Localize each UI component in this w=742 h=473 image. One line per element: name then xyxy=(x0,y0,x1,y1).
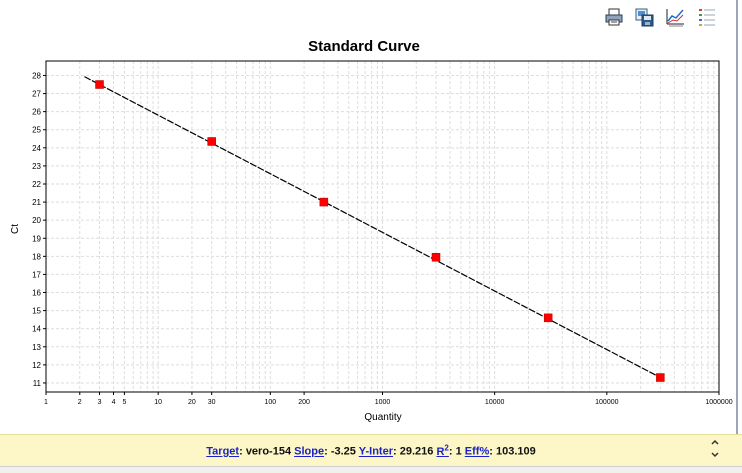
x-tick-label: 1 xyxy=(44,399,48,406)
slope-link[interactable]: Slope xyxy=(294,445,325,458)
y-tick-label: 12 xyxy=(32,361,41,370)
target-value: vero-154 xyxy=(245,445,292,458)
data-point xyxy=(656,373,665,382)
data-point xyxy=(319,197,329,207)
bottom-strip xyxy=(0,466,742,473)
y-tick-label: 17 xyxy=(32,270,41,279)
x-tick-label: 30 xyxy=(208,399,216,406)
y-tick-label: 19 xyxy=(32,234,41,243)
y-tick-label: 24 xyxy=(32,144,41,153)
chart-title: Standard Curve xyxy=(308,38,420,55)
save-image-icon xyxy=(635,8,654,27)
x-tick-label: 200 xyxy=(298,399,310,406)
fit-line xyxy=(84,76,661,379)
x-axis-label: Quantity xyxy=(364,412,401,423)
r-squared-label: R xyxy=(436,445,445,458)
efficiency-value: 103.109 xyxy=(495,445,536,458)
x-tick-label: 10 xyxy=(154,399,162,406)
data-point xyxy=(543,313,553,323)
data-point xyxy=(431,252,441,262)
y-tick-label: 11 xyxy=(33,379,42,388)
x-tick-label: 4 xyxy=(112,399,116,406)
y-tick-label: 28 xyxy=(32,71,41,80)
printer-icon xyxy=(605,8,623,26)
x-tick-label: 1000 xyxy=(375,399,391,406)
y-tick-label: 27 xyxy=(32,90,41,99)
x-tick-label: 10000 xyxy=(485,399,505,406)
scroll-up-button[interactable] xyxy=(705,437,725,449)
save-image-button[interactable] xyxy=(633,6,655,28)
r-squared-link[interactable]: R2 xyxy=(436,443,449,458)
efficiency-link[interactable]: Eff% xyxy=(464,445,490,458)
y-tick-label: 20 xyxy=(32,216,41,225)
summary-scroll-buttons xyxy=(705,437,725,463)
x-tick-label: 5 xyxy=(122,399,126,406)
standard-curve-summary-bar: Target: vero-154 Slope: -3.25 Y-Inter: 2… xyxy=(0,434,742,467)
line-chart-icon xyxy=(666,9,684,27)
r-squared-value: 1 xyxy=(455,445,462,458)
window-edge xyxy=(736,0,738,434)
chart-options-button[interactable] xyxy=(664,6,686,28)
print-button[interactable] xyxy=(603,6,625,28)
legend-button[interactable] xyxy=(696,6,718,28)
x-tick-label: 1000000 xyxy=(705,399,732,406)
x-tick-label: 100000 xyxy=(595,399,618,406)
y-tick-label: 16 xyxy=(32,289,41,298)
x-tick-label: 2 xyxy=(78,399,82,406)
legend-list-icon xyxy=(699,9,715,26)
r-squared-sup: 2 xyxy=(444,443,449,452)
standard-curve-chart: Standard Curve 1112131415161718192021222… xyxy=(10,38,733,423)
summary-text: Target: vero-154 Slope: -3.25 Y-Inter: 2… xyxy=(206,443,536,458)
y-inter-value: 29.216 xyxy=(399,445,434,458)
x-tick-label: 100 xyxy=(264,399,276,406)
y-tick-label: 13 xyxy=(32,343,41,352)
y-tick-label: 22 xyxy=(32,180,41,189)
y-tick-label: 23 xyxy=(32,162,41,171)
slope-value: -3.25 xyxy=(330,445,356,458)
data-point xyxy=(207,137,216,146)
y-tick-label: 26 xyxy=(32,108,41,117)
chevron-down-icon xyxy=(711,452,719,458)
chevron-up-icon xyxy=(711,439,719,445)
y-inter-link[interactable]: Y-Inter xyxy=(358,445,393,458)
chart-toolbar xyxy=(600,6,725,28)
y-tick-label: 21 xyxy=(32,198,41,207)
x-tick-label: 3 xyxy=(98,399,102,406)
x-tick-label: 20 xyxy=(188,399,196,406)
y-tick-label: 18 xyxy=(32,252,41,261)
chart-grid xyxy=(45,61,719,392)
y-tick-label: 15 xyxy=(32,307,41,316)
y-axis-label: Ct xyxy=(10,224,21,234)
data-point xyxy=(95,80,104,89)
scroll-down-button[interactable] xyxy=(705,450,725,462)
y-tick-label: 25 xyxy=(32,126,41,135)
y-tick-label: 14 xyxy=(32,325,41,334)
target-link[interactable]: Target xyxy=(206,445,240,458)
